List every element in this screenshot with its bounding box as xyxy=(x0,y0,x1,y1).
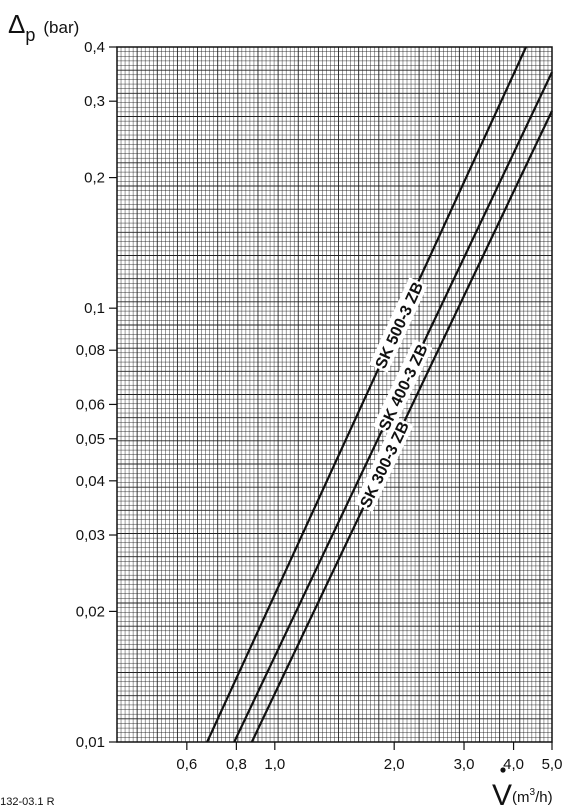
x-axis-flow-dot xyxy=(500,767,506,773)
y-tick-label: 0,03 xyxy=(76,527,105,544)
x-tick-label: 5,0 xyxy=(542,756,563,773)
y-tick-label: 0,05 xyxy=(76,431,105,448)
x-axis-unit-close: /h) xyxy=(535,789,553,806)
series-label-background xyxy=(354,416,414,512)
x-axis-unit: (m3/h) xyxy=(512,787,553,806)
figure-code: 6132-03.1 R xyxy=(0,796,55,808)
x-tick-label: 1,0 xyxy=(264,756,285,773)
y-axis-ticks: 0,01 0,02 0,03 0,04 0,05 0,06 0,08 0,1 0,2 0,3 0,4 xyxy=(76,39,117,751)
y-tick-label: 0,2 xyxy=(84,170,105,187)
x-tick-label: 4,0 xyxy=(503,756,524,773)
y-axis-title: Δp (bar) xyxy=(8,9,79,45)
y-tick-label: 0,01 xyxy=(76,734,105,751)
x-axis-ticks: 0,6 0,8 1,0 2,0 3,0 4,0 5,0 xyxy=(176,742,562,773)
x-tick-label: 2,0 xyxy=(384,756,405,773)
chart-grid xyxy=(117,47,552,742)
x-axis-symbol: V xyxy=(492,779,512,812)
y-tick-label: 0,02 xyxy=(76,603,105,620)
y-axis-subscript: p xyxy=(25,25,35,45)
y-axis-symbol: Δ xyxy=(8,9,25,39)
x-axis-unit-sup: 3 xyxy=(530,787,536,798)
x-tick-label: 0,8 xyxy=(226,756,247,773)
y-axis-unit: (bar) xyxy=(43,18,79,37)
y-tick-label: 0,08 xyxy=(76,342,105,359)
x-axis-title: V (m3/h) xyxy=(492,767,553,812)
plot-frame xyxy=(116,46,553,743)
x-tick-label: 0,6 xyxy=(176,756,197,773)
x-tick-label: 3,0 xyxy=(454,756,475,773)
y-tick-label: 0,06 xyxy=(76,396,105,413)
y-tick-label: 0,4 xyxy=(84,39,105,56)
series-label-background xyxy=(373,339,433,435)
x-axis-unit-open: (m xyxy=(512,789,530,806)
y-tick-label: 0,04 xyxy=(76,473,105,490)
series-line xyxy=(206,46,528,743)
series-label-background xyxy=(369,277,428,373)
y-tick-label: 0,1 xyxy=(84,300,105,317)
y-tick-label: 0,3 xyxy=(84,93,105,110)
